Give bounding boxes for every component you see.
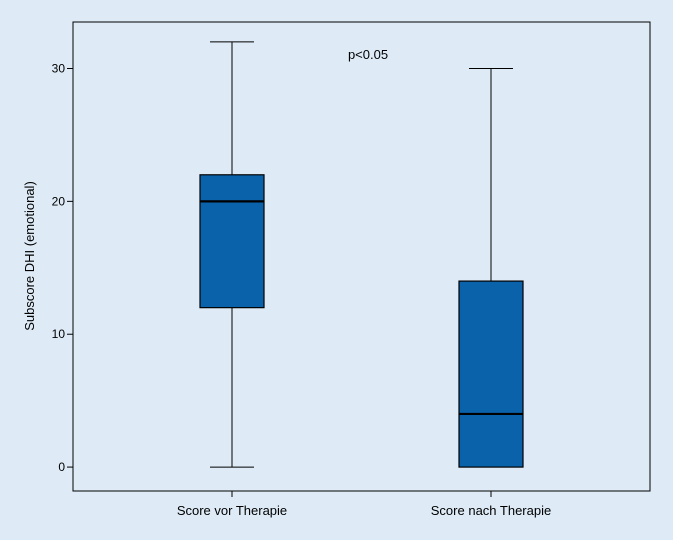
y-tick-label: 30 bbox=[52, 62, 66, 76]
y-tick-label: 20 bbox=[52, 194, 66, 208]
boxes-group bbox=[199, 41, 524, 468]
iqr-box bbox=[458, 280, 524, 468]
x-tick-label: Score vor Therapie bbox=[177, 503, 287, 518]
y-axis-label: Subscore DHI (emotional) bbox=[22, 181, 37, 331]
y-axis: 0 10 20 30 bbox=[52, 62, 73, 474]
y-tick-label: 10 bbox=[52, 327, 66, 341]
x-tick-label: Score nach Therapie bbox=[431, 503, 551, 518]
y-tick-label: 0 bbox=[58, 460, 65, 474]
p-value-annotation: p<0.05 bbox=[348, 47, 388, 62]
plot-frame bbox=[72, 21, 651, 492]
iqr-box bbox=[199, 174, 265, 309]
x-axis: Score vor Therapie Score nach Therapie bbox=[177, 491, 551, 518]
